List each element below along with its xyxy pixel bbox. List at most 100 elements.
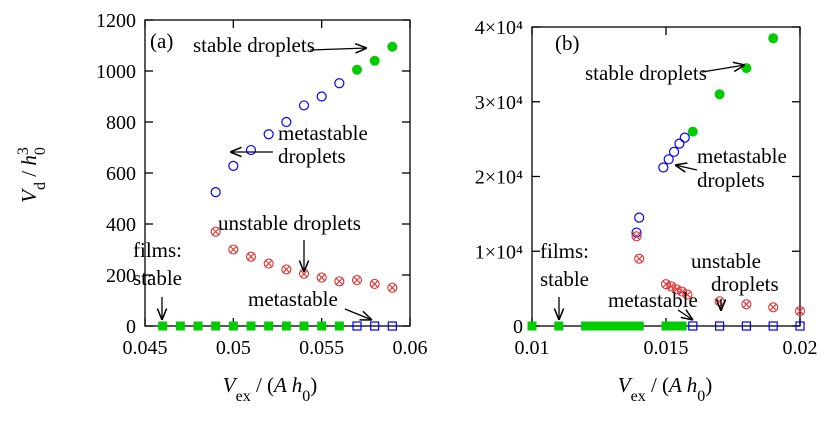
annotation: metastable	[697, 144, 787, 168]
axis-label-part: A h	[272, 373, 302, 397]
axis-label-part: 0	[697, 388, 705, 405]
x-axis-label: Vex / (A h0)	[618, 373, 712, 405]
annotation: unstable	[691, 249, 761, 273]
marker	[334, 78, 345, 89]
data-point	[682, 289, 693, 300]
data-point	[677, 286, 688, 297]
marker	[265, 260, 273, 267]
panel-label: (a)	[150, 29, 173, 53]
marker	[387, 282, 398, 293]
marker	[263, 258, 274, 269]
marker	[602, 321, 612, 331]
data-point	[211, 321, 221, 331]
annotation: films:	[540, 239, 589, 263]
data-point	[714, 89, 725, 100]
axis-label-part: /	[17, 166, 41, 182]
data-point	[768, 302, 779, 313]
marker	[370, 321, 380, 331]
data-point	[618, 321, 628, 331]
data-point	[714, 296, 725, 307]
y-tick-label: 2×10⁴	[475, 167, 523, 189]
marker	[634, 321, 644, 331]
annotation: metastable	[248, 287, 338, 311]
marker	[597, 321, 607, 331]
marker	[672, 321, 682, 331]
annotation-arrow	[701, 65, 745, 73]
marker	[586, 321, 596, 331]
data-point	[768, 321, 778, 331]
data-point	[228, 321, 238, 331]
marker	[634, 253, 645, 264]
x-tick-label: 0.02	[783, 337, 818, 359]
axis-label-part: / (	[646, 373, 669, 397]
data-point	[677, 321, 687, 331]
marker	[527, 321, 537, 331]
marker	[768, 33, 779, 44]
data-point	[246, 321, 256, 331]
annotation-arrow	[677, 310, 693, 320]
marker	[212, 228, 220, 236]
marker	[682, 289, 693, 300]
marker	[661, 321, 671, 331]
marker	[316, 91, 327, 102]
data-point	[334, 276, 345, 287]
x-tick-label: 0.05	[216, 337, 251, 359]
data-point	[245, 144, 257, 156]
marker	[633, 232, 640, 240]
data-point	[679, 132, 690, 143]
data-point	[613, 321, 623, 331]
marker	[228, 160, 239, 171]
marker	[688, 321, 698, 331]
y-tick-label: 1200	[96, 10, 136, 32]
marker	[554, 321, 564, 331]
marker	[299, 321, 309, 331]
marker	[210, 226, 221, 237]
marker	[662, 280, 670, 288]
data-point	[299, 321, 309, 331]
annotation: droplets	[711, 272, 779, 296]
marker	[674, 138, 685, 149]
marker	[369, 278, 380, 289]
data-point	[245, 251, 257, 262]
marker	[714, 89, 725, 100]
axis-label-part: h	[17, 155, 41, 166]
marker	[229, 246, 237, 253]
marker	[334, 276, 345, 287]
data-point	[387, 282, 398, 293]
y-tick-label: 800	[106, 112, 136, 134]
data-point	[741, 299, 752, 310]
marker	[629, 321, 639, 331]
marker	[667, 282, 675, 290]
marker	[687, 126, 698, 137]
data-point	[597, 321, 607, 331]
marker	[210, 187, 221, 198]
data-point	[334, 78, 345, 89]
marker	[769, 303, 777, 311]
marker	[353, 276, 361, 284]
marker	[613, 321, 623, 331]
marker	[673, 285, 681, 293]
axis-label-part: 0	[32, 147, 49, 155]
data-point	[634, 253, 645, 264]
marker	[281, 116, 292, 128]
marker	[581, 321, 591, 331]
data-point	[794, 305, 806, 317]
data-point	[666, 281, 677, 292]
y-tick-label: 1000	[96, 61, 136, 83]
data-point	[688, 321, 698, 331]
marker	[795, 321, 805, 331]
marker	[607, 321, 617, 331]
annotation: droplets	[278, 144, 346, 168]
marker	[335, 277, 343, 285]
y-tick-label: 0	[513, 316, 523, 338]
axis-label-part: V	[618, 373, 633, 397]
marker	[678, 288, 686, 296]
data-point	[554, 321, 564, 331]
axis-label-part: 3	[15, 147, 32, 155]
annotation: stable	[133, 266, 182, 290]
axis-label-part: V	[17, 188, 41, 203]
data-point	[210, 226, 221, 237]
marker	[264, 321, 274, 331]
axis-label-part: d	[32, 182, 49, 190]
